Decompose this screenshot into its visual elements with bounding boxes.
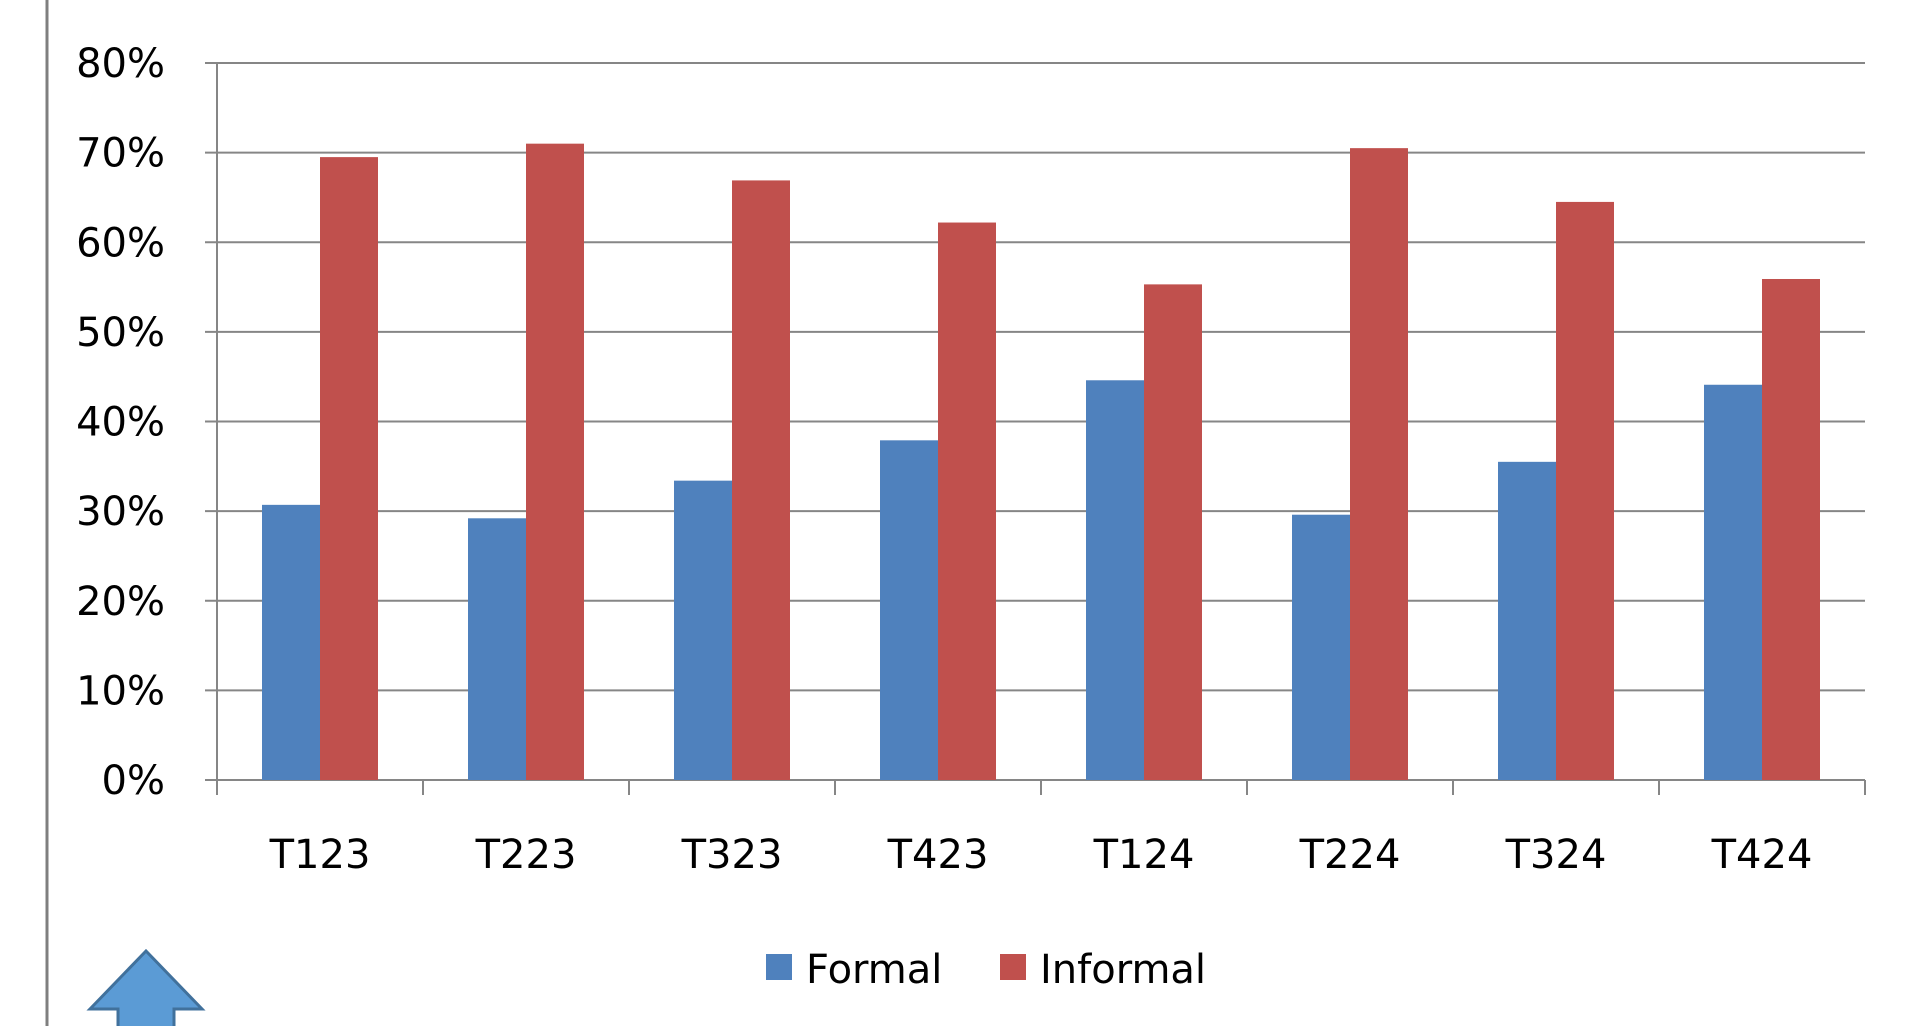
up-arrow-shape xyxy=(86,948,206,1026)
x-tick-label: T224 xyxy=(1299,832,1401,878)
legend-label-informal: Informal xyxy=(1040,947,1206,993)
bar-informal-t324 xyxy=(1556,201,1614,780)
bar-formal-t223 xyxy=(468,518,526,780)
y-tick-label: 60% xyxy=(76,220,165,266)
bar-formal-t123 xyxy=(262,504,320,780)
y-tick-label: 80% xyxy=(76,41,165,87)
bar-formal-t424 xyxy=(1704,384,1762,780)
bar-series xyxy=(262,143,1820,781)
y-tick-label: 30% xyxy=(76,489,165,535)
bar-formal-t224 xyxy=(1292,514,1350,780)
x-tick-label: T323 xyxy=(681,832,783,878)
bar-formal-t324 xyxy=(1498,461,1556,780)
y-tick-label: 40% xyxy=(76,400,165,446)
x-tick-label: T124 xyxy=(1093,832,1195,878)
x-tick-label: T324 xyxy=(1505,832,1607,878)
bar-formal-t423 xyxy=(880,440,938,780)
y-tick-label: 10% xyxy=(76,668,165,714)
y-tick-label: 50% xyxy=(76,310,165,356)
gridlines xyxy=(217,62,1865,692)
y-tick-label: 70% xyxy=(76,131,165,177)
bar-formal-t124 xyxy=(1086,380,1144,780)
bar-informal-t223 xyxy=(526,143,584,781)
x-tick-label: T123 xyxy=(269,832,371,878)
x-tick-label: T424 xyxy=(1711,832,1813,878)
bar-informal-t123 xyxy=(320,157,378,780)
legend: Formal Informal xyxy=(766,947,1206,993)
legend-swatch-formal xyxy=(766,954,792,980)
legend-swatch-informal xyxy=(1000,954,1026,980)
y-axis: 0% 10% 20% 30% 40% 50% 60% 70% 80% xyxy=(76,41,218,804)
up-arrow-icon xyxy=(86,948,206,1026)
bar-informal-t124 xyxy=(1144,284,1202,780)
bar-informal-t224 xyxy=(1350,148,1408,781)
x-tick-label: T223 xyxy=(475,832,577,878)
bar-informal-t323 xyxy=(732,180,790,780)
bar-informal-t423 xyxy=(938,222,996,781)
bar-formal-t323 xyxy=(674,480,732,780)
bar-informal-t424 xyxy=(1762,278,1820,780)
x-axis: T123 T223 T323 T423 T124 T224 T324 T424 xyxy=(216,779,1866,878)
x-tick-label: T423 xyxy=(887,832,989,878)
y-tick-label: 20% xyxy=(76,579,165,625)
legend-label-formal: Formal xyxy=(806,947,942,993)
y-tick-label: 0% xyxy=(102,758,165,804)
